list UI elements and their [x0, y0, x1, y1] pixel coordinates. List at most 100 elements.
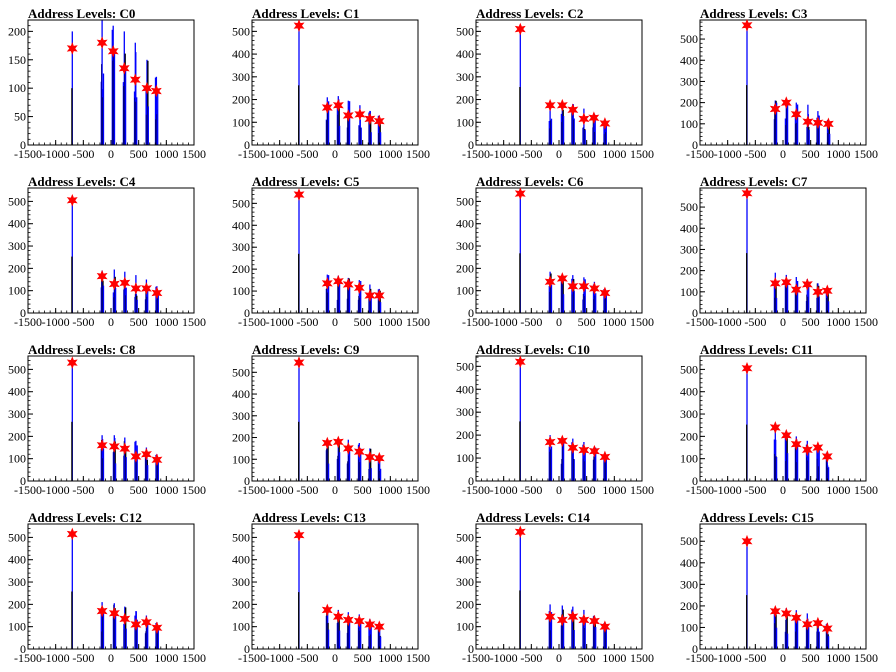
x-tick-label: 0: [332, 651, 338, 665]
peak-marker: [96, 604, 108, 618]
peak-marker: [321, 436, 333, 450]
y-tick-label: 400: [680, 385, 698, 399]
y-tick-label: 200: [680, 429, 698, 443]
y-tick-label: 200: [8, 24, 26, 38]
x-tick-label: -1500: [238, 483, 266, 497]
peak-marker: [578, 443, 590, 457]
y-tick-label: 200: [456, 428, 474, 442]
x-tick-label: 1000: [378, 483, 402, 497]
x-tick-label: 1000: [826, 147, 850, 161]
peak-marker: [151, 453, 163, 467]
x-tick-label: -1500: [686, 315, 714, 329]
histogram-plot: -1500 -1000 -500 0 500 1000 1500 0 100 200 300 400 5…: [680, 355, 878, 497]
axis-frame: [27, 19, 195, 146]
peak-marker: [780, 607, 792, 620]
panel-title: Address Levels: C14: [476, 510, 590, 525]
histogram-plot: -1500 -1000 -500 0 500 1000 1500 0 100 200 300 400 5…: [232, 523, 430, 665]
histogram-panel: Address Levels: C14 -1500 -1000 -500 0 500 100…: [448, 504, 672, 672]
x-tick-label: 1000: [602, 147, 626, 161]
peak-marker: [812, 116, 824, 130]
histogram-plot: -1500 -1000 -500 0 500 1000 1500 0 100 200 300 400 5…: [232, 187, 430, 329]
peak-marker: [514, 22, 526, 36]
peak-marker: [141, 282, 152, 295]
peak-marker: [353, 445, 365, 459]
peak-marker: [556, 98, 568, 112]
x-tick-label: 1500: [182, 651, 206, 665]
peak-marker: [373, 114, 385, 128]
peak-marker: [801, 617, 813, 631]
y-tick-label: 400: [232, 387, 250, 401]
x-tick-label: 1500: [630, 651, 654, 665]
peak-marker: [567, 610, 579, 623]
y-tick-label: 200: [8, 261, 26, 275]
y-tick-label: 300: [232, 409, 250, 423]
peak-marker: [812, 441, 824, 454]
peak-marker: [354, 107, 366, 121]
panel-title: Address Levels: C13: [252, 510, 366, 525]
histogram-panel: Address Levels: C1 -1500 -1000 -500 0 500 1000…: [224, 0, 448, 168]
x-tick-label: 0: [556, 315, 562, 329]
peak-marker: [373, 451, 385, 465]
peak-marker: [293, 356, 305, 369]
peak-marker: [822, 117, 834, 131]
peak-marker: [108, 277, 120, 291]
x-tick-label: 500: [578, 651, 596, 665]
peak-marker: [66, 194, 78, 207]
x-tick-label: 0: [556, 483, 562, 497]
x-tick-label: -1000: [714, 651, 742, 665]
x-tick-label: 1000: [826, 315, 850, 329]
x-tick-label: 1500: [630, 147, 654, 161]
peak-marker: [578, 279, 590, 293]
x-tick-label: 1500: [630, 483, 654, 497]
x-tick-label: 0: [780, 651, 786, 665]
y-tick-label: 200: [680, 264, 698, 278]
peak-marker: [321, 101, 333, 114]
y-tick-label: 500: [8, 194, 26, 208]
x-tick-label: -500: [744, 651, 766, 665]
y-tick-label: 500: [232, 365, 250, 379]
y-tick-label: 50: [14, 110, 26, 124]
axis-frame: [475, 19, 643, 146]
peak-marker: [130, 450, 142, 463]
histogram-panel: Address Levels: C13 -1500 -1000 -500 0 500 100…: [224, 504, 448, 672]
histogram-panel: Address Levels: C2 -1500 -1000 -500 0 500 1000…: [448, 0, 672, 168]
x-tick-label: -1500: [14, 147, 42, 161]
x-tick-label: 0: [556, 147, 562, 161]
x-tick-label: -1000: [490, 651, 518, 665]
histogram-panel: Address Levels: C3 -1500 -1000 -500 0 500 1000…: [672, 0, 896, 168]
y-tick-label: 0: [244, 474, 250, 488]
peak-marker: [801, 278, 813, 291]
x-tick-label: -1000: [42, 483, 70, 497]
peak-marker: [556, 272, 568, 285]
histogram-panel: Address Levels: C5 -1500 -1000 -500 0 500 1000…: [224, 168, 448, 336]
y-tick-label: 100: [456, 451, 474, 465]
x-tick-label: 0: [332, 147, 338, 161]
y-tick-label: 0: [20, 642, 26, 656]
x-tick-label: -500: [520, 315, 542, 329]
y-tick-label: 150: [8, 53, 26, 67]
panel-title: Address Levels: C15: [700, 510, 814, 525]
y-tick-label: 400: [680, 556, 698, 570]
x-tick-label: 500: [802, 651, 820, 665]
peak-marker: [514, 525, 526, 539]
peak-marker: [599, 620, 611, 634]
y-tick-label: 400: [232, 553, 250, 567]
y-tick-label: 0: [20, 138, 26, 152]
panel-title: Address Levels: C6: [476, 174, 584, 189]
x-tick-label: -1500: [462, 483, 490, 497]
y-tick-label: 500: [456, 359, 474, 373]
x-tick-label: 500: [802, 483, 820, 497]
axis-frame: [27, 187, 195, 314]
axis-frame: [251, 187, 419, 314]
peak-marker: [567, 441, 579, 454]
peak-marker: [150, 84, 162, 98]
peak-marker: [821, 284, 833, 298]
axis-frame: [475, 187, 643, 314]
x-tick-label: 0: [556, 651, 562, 665]
peak-marker: [332, 610, 344, 623]
y-tick-label: 0: [20, 306, 26, 320]
y-tick-label: 200: [680, 96, 698, 110]
peak-marker: [556, 613, 568, 627]
peak-marker: [332, 274, 344, 288]
peak-marker: [129, 73, 141, 87]
